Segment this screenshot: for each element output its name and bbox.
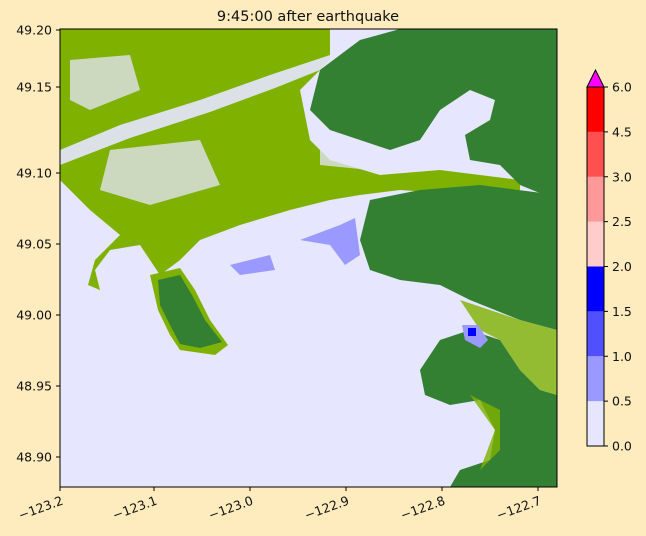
x-tick-label: −122.7: [494, 493, 543, 523]
colorbar-tick-label: 0.5: [612, 394, 632, 409]
x-tick-label: −123.2: [16, 493, 65, 523]
colorbar-tick-label: 1.5: [612, 304, 632, 319]
colorbar-band: [587, 266, 604, 312]
colorbar-band: [587, 131, 604, 177]
colorbar-tick-label: 2.5: [612, 214, 632, 229]
y-tick-label: 48.95: [16, 379, 52, 394]
land-lowland-southeast-fringe: [460, 300, 557, 470]
colorbar-band: [587, 311, 604, 357]
land-upland-east: [360, 185, 557, 330]
colorbar-band: [587, 401, 604, 446]
y-tick-label: 48.90: [16, 450, 52, 465]
y-tick-label: 49.05: [16, 237, 52, 252]
colorbar-tick-label: 3.0: [612, 169, 632, 184]
colorbar-band: [587, 356, 604, 402]
y-tick-label: 49.10: [16, 166, 52, 181]
axes-frame: [59, 28, 558, 488]
plot-title: 9:45:00 after earthquake: [217, 9, 399, 25]
y-axis: 49.20 49.15 49.10 49.05 49.00 48.95 48.9…: [16, 23, 60, 465]
water-patches: [70, 55, 510, 205]
map-axes: [59, 28, 558, 488]
colorbar-band: [587, 221, 604, 267]
colorbar-tick-label: 1.0: [612, 349, 632, 364]
land-upland-northeast: [310, 29, 557, 200]
x-tick-label: −123.0: [206, 493, 255, 523]
colorbar: 0.0 0.5 1.0 1.5 2.0 2.5 3.0 4.5 6.0: [586, 68, 632, 454]
river: [60, 55, 340, 165]
y-tick-label: 49.00: [16, 308, 52, 323]
y-tick-label: 49.20: [16, 23, 52, 38]
x-axis: −123.2 −123.1 −123.0 −122.9 −122.8 −122.…: [16, 487, 543, 523]
x-tick-label: −122.9: [302, 493, 351, 523]
x-tick-label: −122.8: [398, 493, 447, 523]
colorbar-band: [587, 87, 604, 132]
y-tick-label: 49.15: [16, 80, 52, 95]
inundation-deep: [468, 328, 476, 336]
colorbar-tick-label: 2.0: [612, 259, 632, 274]
colorbar-tick-label: 6.0: [612, 80, 632, 95]
land-point-roberts-upland: [158, 275, 222, 348]
land-lowland-north: [60, 29, 520, 290]
x-tick-label: −123.1: [110, 493, 159, 523]
colorbar-extend-triangle: [586, 68, 605, 88]
colorbar-band: [587, 176, 604, 222]
colorbar-tick-label: 4.5: [612, 124, 632, 139]
colorbar-tick-label: 0.0: [612, 439, 632, 454]
